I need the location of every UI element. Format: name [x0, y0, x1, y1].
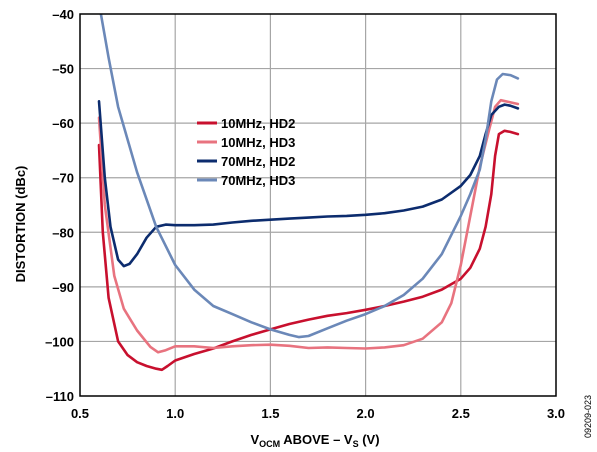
x-axis-label: VOCM ABOVE – VS (V)	[250, 432, 379, 449]
x-tick-label: 2.5	[452, 406, 470, 421]
legend-label: 70MHz, HD3	[221, 173, 295, 188]
figure-id: 09209-023	[583, 395, 593, 438]
grid-lines	[80, 14, 556, 396]
x-tick-label: 2.0	[357, 406, 375, 421]
series-line-3	[97, 100, 520, 268]
y-tick-labels: –110 –100 –90 –80 –70 –60 –50 –40	[45, 7, 74, 404]
y-axis-label: DISTORTION (dBc)	[13, 166, 28, 283]
legend-label: 10MHz, HD3	[221, 135, 295, 150]
x-tick-label: 0.5	[71, 406, 89, 421]
series-lines	[97, 14, 520, 372]
series-line-1	[97, 129, 520, 372]
series-line-4	[99, 14, 520, 339]
x-tick-labels: 0.5 1.0 1.5 2.0 2.5 3.0	[71, 406, 565, 421]
legend: 10MHz, HD2 10MHz, HD3 70MHz, HD2 70MHz, HD3	[197, 116, 295, 188]
y-tick-label: –100	[45, 334, 74, 349]
x-tick-label: 1.0	[166, 406, 184, 421]
y-tick-label: –80	[52, 225, 74, 240]
x-tick-label: 1.5	[261, 406, 279, 421]
y-tick-label: –50	[52, 62, 74, 77]
x-tick-label: 3.0	[547, 406, 565, 421]
legend-label: 10MHz, HD2	[221, 116, 295, 131]
y-tick-label: –70	[52, 171, 74, 186]
plot-frame	[79, 13, 557, 397]
y-tick-label: –60	[52, 116, 74, 131]
y-tick-label: –40	[52, 7, 74, 22]
y-tick-label: –90	[52, 280, 74, 295]
legend-label: 70MHz, HD2	[221, 154, 295, 169]
y-tick-label: –110	[46, 389, 74, 404]
